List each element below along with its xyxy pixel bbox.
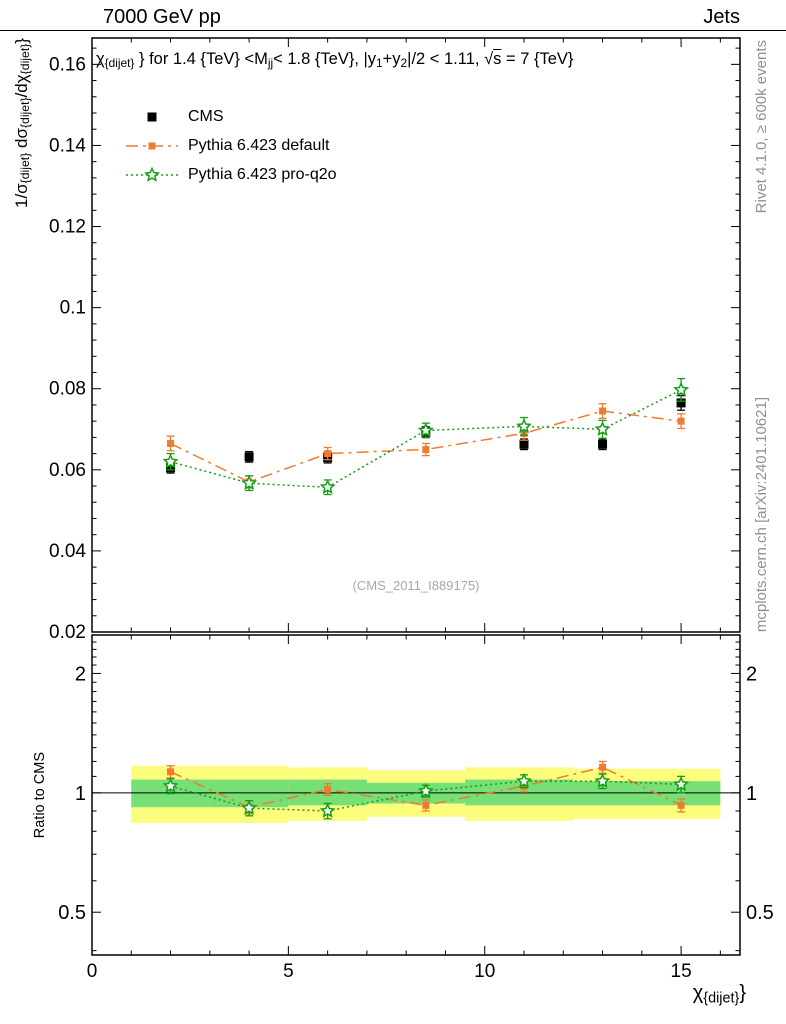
svg-text:0.1: 0.1 [60,298,86,319]
ratio-axis-label: Ratio to CMS [32,752,48,839]
svg-text:0.5: 0.5 [58,902,86,924]
svg-text:0.06: 0.06 [49,460,86,481]
svg-text:0.04: 0.04 [49,541,86,562]
svg-text:1: 1 [75,783,86,805]
svg-text:10: 10 [474,961,495,982]
svg-text:0.12: 0.12 [49,217,86,238]
beam-label: 7000 GeV pp [103,6,221,28]
legend-label-pythia-default: Pythia 6.423 default [188,137,330,154]
x-axis-label: χ{dijet}} [692,982,746,1007]
svg-text:15: 15 [671,961,692,982]
legend-label-cms: CMS [188,108,224,125]
plot-title: χ{dijet} } for 1.4 {TeV} <Mjj< 1.8 {TeV}… [96,50,574,70]
svg-text:0: 0 [87,961,98,982]
svg-text:1: 1 [746,783,757,805]
svg-text:0.02: 0.02 [49,622,86,643]
header-divider [0,30,786,31]
svg-text:2: 2 [746,663,757,685]
svg-text:0.5: 0.5 [746,902,774,924]
svg-text:5: 5 [283,961,294,982]
analysis-group-label: Jets [703,6,740,28]
svg-text:0.08: 0.08 [49,379,86,400]
svg-text:0.14: 0.14 [49,135,86,156]
rivet-version-note: Rivet 4.1.0, ≥ 600k events [753,40,770,214]
svg-text:2: 2 [75,663,86,685]
y-axis-label: 1/σ{dijet} dσ{dijet}/dχ{dijet}} [12,38,33,209]
legend-label-pythia-proq2o: Pythia 6.423 pro-q2o [188,166,337,183]
svg-text:0.16: 0.16 [49,54,86,75]
mcplots-arxiv-note: mcplots.cern.ch [arXiv:2401.10621] [753,396,770,632]
analysis-id-watermark: (CMS_2011_I889175) [352,578,480,593]
